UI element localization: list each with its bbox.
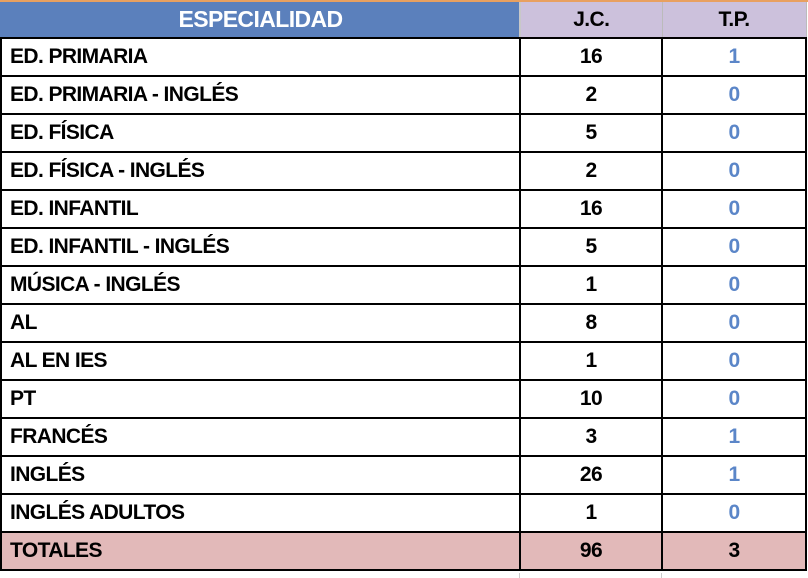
cell-especialidad[interactable]: ED. FÍSICA - INGLÉS (0, 151, 521, 191)
table-row: ED. FÍSICA 5 0 (0, 113, 807, 153)
cell-tp[interactable]: 0 (661, 341, 807, 381)
cell-jc[interactable]: 1 (519, 265, 663, 305)
cell-especialidad[interactable]: ED. FÍSICA (0, 113, 521, 153)
cell-tp[interactable]: 0 (661, 75, 807, 115)
table-row: ED. INFANTIL 16 0 (0, 189, 807, 229)
table-row: FRANCÉS 3 1 (0, 417, 807, 457)
cell-especialidad[interactable]: MÚSICA - INGLÉS (0, 265, 521, 305)
cell-especialidad[interactable]: PT (0, 379, 521, 419)
cell-especialidad[interactable]: ED. PRIMARIA (0, 37, 521, 77)
cell-tp[interactable]: 0 (661, 189, 807, 229)
cell-especialidad[interactable]: ED. INFANTIL - INGLÉS (0, 227, 521, 267)
top-border (0, 0, 808, 2)
cell-jc[interactable]: 26 (519, 455, 663, 495)
table-row: PT 10 0 (0, 379, 807, 419)
table-row: ED. PRIMARIA - INGLÉS 2 0 (0, 75, 807, 115)
cell-tp[interactable]: 0 (661, 379, 807, 419)
header-row: ESPECIALIDAD J.C. T.P. (0, 2, 807, 39)
cell-especialidad[interactable]: INGLÉS (0, 455, 521, 495)
cell-jc[interactable]: 3 (519, 417, 663, 457)
table-row: AL EN IES 1 0 (0, 341, 807, 381)
cell-especialidad[interactable]: ED. INFANTIL (0, 189, 521, 229)
table-row: ED. PRIMARIA 16 1 (0, 37, 807, 77)
cell-tp[interactable]: 0 (661, 493, 807, 533)
table-row: AL 8 0 (0, 303, 807, 343)
gridline (661, 573, 662, 578)
cell-jc[interactable]: 2 (519, 75, 663, 115)
cell-jc[interactable]: 1 (519, 341, 663, 381)
cell-jc[interactable]: 5 (519, 227, 663, 267)
cell-tp[interactable]: 0 (661, 303, 807, 343)
table-row: INGLÉS 26 1 (0, 455, 807, 495)
cell-jc[interactable]: 16 (519, 189, 663, 229)
cell-jc[interactable]: 5 (519, 113, 663, 153)
cell-jc[interactable]: 1 (519, 493, 663, 533)
cell-jc[interactable]: 8 (519, 303, 663, 343)
cell-tp[interactable]: 3 (661, 531, 807, 571)
cell-jc[interactable]: 10 (519, 379, 663, 419)
cell-especialidad[interactable]: TOTALES (0, 531, 521, 571)
gridline (519, 573, 520, 578)
cell-tp[interactable]: 1 (661, 37, 807, 77)
cell-tp[interactable]: 1 (661, 455, 807, 495)
totals-row: TOTALES 96 3 (0, 531, 807, 571)
cell-especialidad[interactable]: INGLÉS ADULTOS (0, 493, 521, 533)
table-row: ED. INFANTIL - INGLÉS 5 0 (0, 227, 807, 267)
header-especialidad[interactable]: ESPECIALIDAD (0, 2, 521, 39)
cell-tp[interactable]: 0 (661, 113, 807, 153)
cell-especialidad[interactable]: AL EN IES (0, 341, 521, 381)
cell-tp[interactable]: 0 (661, 227, 807, 267)
cell-especialidad[interactable]: ED. PRIMARIA - INGLÉS (0, 75, 521, 115)
header-tp[interactable]: T.P. (661, 2, 807, 39)
cell-tp[interactable]: 0 (661, 265, 807, 305)
cell-jc[interactable]: 16 (519, 37, 663, 77)
table-row: INGLÉS ADULTOS 1 0 (0, 493, 807, 533)
header-jc[interactable]: J.C. (519, 2, 663, 39)
table-row: MÚSICA - INGLÉS 1 0 (0, 265, 807, 305)
cell-especialidad[interactable]: AL (0, 303, 521, 343)
cell-tp[interactable]: 0 (661, 151, 807, 191)
cell-tp[interactable]: 1 (661, 417, 807, 457)
table-row: ED. FÍSICA - INGLÉS 2 0 (0, 151, 807, 191)
cell-jc[interactable]: 96 (519, 531, 663, 571)
cell-especialidad[interactable]: FRANCÉS (0, 417, 521, 457)
cell-jc[interactable]: 2 (519, 151, 663, 191)
